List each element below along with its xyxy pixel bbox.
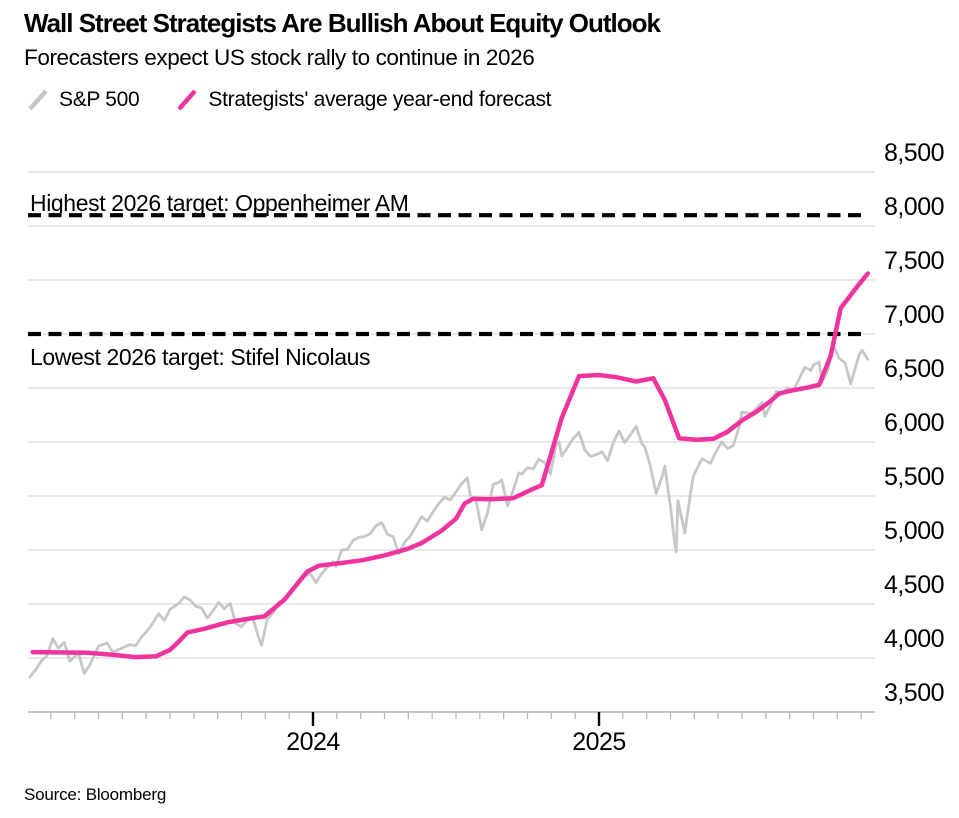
sp500-line-swatch-icon: [28, 89, 48, 111]
forecast-line: [30, 271, 871, 660]
lowest-target-annotation: Lowest 2026 target: Stifel Nicolaus: [30, 344, 371, 370]
chart-subtitle: Forecasters expect US stock rally to con…: [24, 45, 535, 70]
source-note: Source: Bloomberg: [24, 785, 167, 804]
y-axis-label: 4,000: [884, 625, 944, 653]
y-axis-label: 5,500: [884, 463, 944, 491]
sp500-line: [28, 344, 870, 679]
y-axis-label: 8,500: [884, 139, 944, 167]
year-label: 2024: [286, 728, 340, 756]
year-label: 2025: [572, 728, 626, 756]
y-axis-label: 7,500: [884, 247, 944, 275]
y-axis-label: 6,000: [884, 409, 944, 437]
y-axis-label: 7,000: [884, 301, 944, 329]
y-axis-label: 5,000: [884, 517, 944, 545]
y-axis-label: 4,500: [884, 571, 944, 599]
legend-label-forecast: Strategists' average year-end forecast: [208, 88, 552, 111]
legend-label-sp500: S&P 500: [59, 88, 140, 111]
page-title: Wall Street Strategists Are Bullish Abou…: [24, 8, 661, 38]
y-axis-label: 8,000: [884, 193, 944, 221]
y-axis-label: 3,500: [884, 679, 944, 707]
legend-item-forecast: Strategists' average year-end forecast: [175, 88, 552, 112]
chart-legend: S&P 500 Strategists' average year-end fo…: [26, 88, 587, 112]
y-axis-label: 6,500: [884, 355, 944, 383]
highest-target-annotation: Highest 2026 target: Oppenheimer AM: [30, 190, 409, 216]
legend-item-sp500: S&P 500: [26, 88, 140, 112]
forecast-line-swatch-icon: [177, 89, 198, 111]
